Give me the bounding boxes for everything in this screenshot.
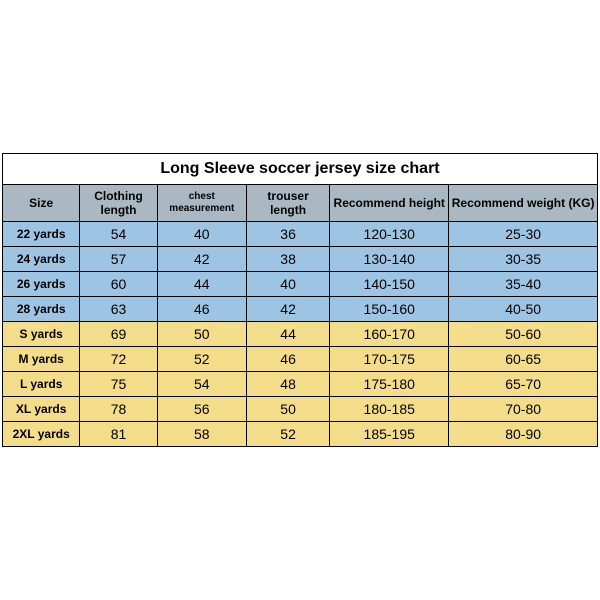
cell-trouser: 42 (246, 297, 329, 322)
cell-height: 140-150 (330, 272, 449, 297)
cell-height: 175-180 (330, 372, 449, 397)
table-row: 26 yards604440140-15035-40 (3, 272, 598, 297)
cell-chest: 44 (157, 272, 246, 297)
cell-height: 160-170 (330, 322, 449, 347)
cell-weight: 25-30 (449, 222, 598, 247)
cell-weight: 60-65 (449, 347, 598, 372)
cell-clothing-length: 78 (80, 397, 157, 422)
cell-trouser: 36 (246, 222, 329, 247)
cell-size: 2XL yards (3, 422, 80, 447)
cell-trouser: 44 (246, 322, 329, 347)
cell-weight: 40-50 (449, 297, 598, 322)
cell-chest: 46 (157, 297, 246, 322)
col-size: Size (3, 184, 80, 222)
cell-weight: 50-60 (449, 322, 598, 347)
cell-trouser: 46 (246, 347, 329, 372)
cell-chest: 42 (157, 247, 246, 272)
cell-chest: 52 (157, 347, 246, 372)
cell-trouser: 38 (246, 247, 329, 272)
cell-height: 170-175 (330, 347, 449, 372)
cell-height: 185-195 (330, 422, 449, 447)
cell-chest: 40 (157, 222, 246, 247)
table-row: 24 yards574238130-14030-35 (3, 247, 598, 272)
cell-size: M yards (3, 347, 80, 372)
cell-trouser: 50 (246, 397, 329, 422)
col-clothing-length: Clothing length (80, 184, 157, 222)
cell-weight: 35-40 (449, 272, 598, 297)
col-chest: chest measurement (157, 184, 246, 222)
table-row: XL yards785650180-18570-80 (3, 397, 598, 422)
cell-clothing-length: 57 (80, 247, 157, 272)
title-row: Long Sleeve soccer jersey size chart (3, 153, 598, 184)
cell-chest: 58 (157, 422, 246, 447)
cell-clothing-length: 72 (80, 347, 157, 372)
chart-title: Long Sleeve soccer jersey size chart (3, 153, 598, 184)
cell-weight: 70-80 (449, 397, 598, 422)
col-trouser-length: trouser length (246, 184, 329, 222)
cell-clothing-length: 81 (80, 422, 157, 447)
cell-height: 150-160 (330, 297, 449, 322)
header-row: Size Clothing length chest measurement t… (3, 184, 598, 222)
cell-chest: 50 (157, 322, 246, 347)
cell-size: S yards (3, 322, 80, 347)
cell-clothing-length: 60 (80, 272, 157, 297)
cell-size: 28 yards (3, 297, 80, 322)
cell-clothing-length: 54 (80, 222, 157, 247)
cell-size: 26 yards (3, 272, 80, 297)
cell-size: 22 yards (3, 222, 80, 247)
cell-height: 130-140 (330, 247, 449, 272)
table-row: 28 yards634642150-16040-50 (3, 297, 598, 322)
cell-clothing-length: 75 (80, 372, 157, 397)
col-rec-weight: Recommend weight (KG) (449, 184, 598, 222)
cell-trouser: 52 (246, 422, 329, 447)
table-row: L yards755448175-18065-70 (3, 372, 598, 397)
cell-chest: 56 (157, 397, 246, 422)
cell-weight: 80-90 (449, 422, 598, 447)
cell-clothing-length: 63 (80, 297, 157, 322)
cell-height: 120-130 (330, 222, 449, 247)
cell-weight: 65-70 (449, 372, 598, 397)
cell-trouser: 48 (246, 372, 329, 397)
cell-trouser: 40 (246, 272, 329, 297)
cell-chest: 54 (157, 372, 246, 397)
size-chart-table: Long Sleeve soccer jersey size chart Siz… (2, 153, 598, 448)
cell-clothing-length: 69 (80, 322, 157, 347)
table-row: 22 yards544036120-13025-30 (3, 222, 598, 247)
table-row: M yards725246170-17560-65 (3, 347, 598, 372)
cell-weight: 30-35 (449, 247, 598, 272)
table-row: S yards695044160-17050-60 (3, 322, 598, 347)
cell-size: 24 yards (3, 247, 80, 272)
cell-size: L yards (3, 372, 80, 397)
table-row: 2XL yards815852185-19580-90 (3, 422, 598, 447)
col-rec-height: Recommend height (330, 184, 449, 222)
cell-size: XL yards (3, 397, 80, 422)
cell-height: 180-185 (330, 397, 449, 422)
